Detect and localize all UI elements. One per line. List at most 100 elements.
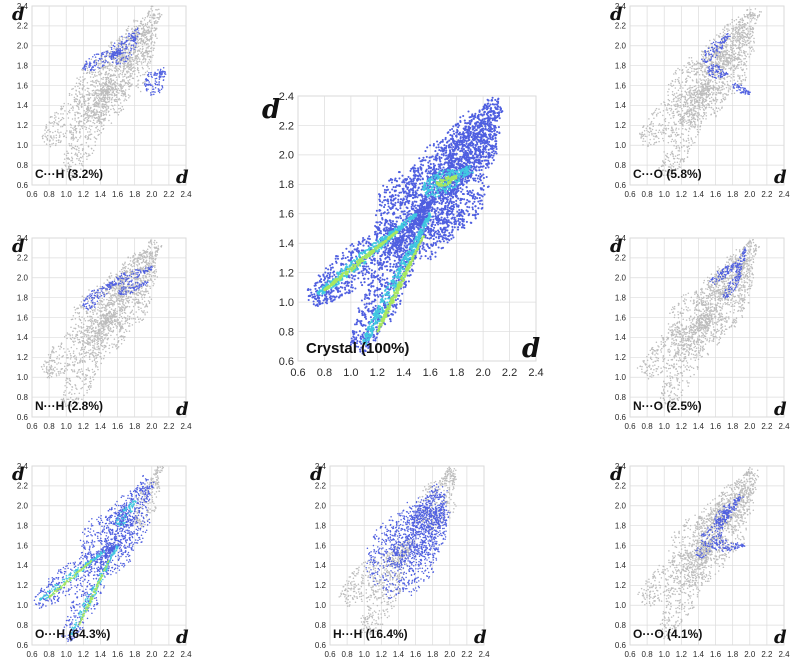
data-point bbox=[143, 29, 146, 32]
data-point bbox=[689, 66, 691, 69]
data-point bbox=[146, 15, 149, 18]
data-point bbox=[677, 149, 680, 152]
data-point bbox=[101, 91, 103, 93]
data-point bbox=[56, 131, 59, 133]
data-point bbox=[660, 133, 663, 135]
data-point bbox=[159, 15, 161, 17]
data-point bbox=[646, 135, 648, 138]
data-point bbox=[67, 152, 70, 154]
data-point bbox=[719, 101, 722, 104]
plot-area-ch: 2.42.22.01.81.61.41.21.00.80.60.6 0.8 1.0 1… bbox=[12, 2, 192, 199]
data-point bbox=[361, 284, 364, 287]
data-point bbox=[696, 118, 699, 121]
data-point bbox=[699, 118, 701, 120]
data-point bbox=[712, 65, 714, 68]
data-point bbox=[106, 85, 109, 87]
data-point bbox=[121, 92, 123, 94]
data-point bbox=[135, 30, 137, 32]
data-point bbox=[79, 128, 81, 130]
data-point bbox=[136, 33, 139, 36]
data-point bbox=[687, 130, 690, 133]
data-point bbox=[151, 27, 154, 29]
data-point bbox=[74, 152, 77, 154]
data-point bbox=[671, 129, 673, 132]
data-point bbox=[736, 89, 738, 92]
data-point bbox=[726, 60, 729, 62]
data-point bbox=[661, 124, 664, 126]
data-point bbox=[121, 49, 124, 51]
data-point bbox=[57, 117, 60, 119]
data-point bbox=[148, 30, 151, 33]
data-point bbox=[667, 141, 670, 144]
data-point bbox=[674, 71, 677, 74]
data-point bbox=[119, 107, 122, 110]
data-point bbox=[713, 76, 716, 79]
data-point bbox=[694, 73, 697, 76]
data-point bbox=[51, 137, 53, 139]
data-point bbox=[679, 141, 682, 144]
data-point bbox=[693, 70, 695, 72]
data-point bbox=[137, 49, 139, 51]
data-point bbox=[668, 114, 671, 116]
data-point bbox=[722, 74, 725, 76]
data-point bbox=[151, 10, 154, 12]
data-point bbox=[663, 101, 666, 104]
data-point bbox=[110, 78, 112, 80]
data-point bbox=[712, 67, 714, 69]
data-point bbox=[105, 80, 108, 82]
data-point bbox=[105, 93, 107, 96]
data-point bbox=[317, 299, 320, 302]
data-point bbox=[120, 44, 123, 46]
data-point bbox=[115, 65, 118, 68]
data-point bbox=[136, 36, 139, 39]
data-point bbox=[717, 66, 719, 69]
data-point bbox=[88, 153, 90, 155]
data-point bbox=[699, 128, 701, 131]
data-point bbox=[683, 96, 685, 98]
data-point bbox=[340, 294, 343, 297]
data-point bbox=[680, 96, 683, 99]
data-point bbox=[685, 113, 687, 115]
data-point bbox=[745, 44, 748, 46]
data-point bbox=[118, 111, 120, 113]
data-point bbox=[80, 153, 82, 155]
data-point bbox=[679, 84, 682, 86]
data-point bbox=[674, 87, 677, 89]
data-point bbox=[54, 130, 57, 133]
data-point bbox=[96, 111, 99, 113]
data-point bbox=[324, 271, 327, 274]
data-point bbox=[131, 67, 133, 70]
data-point bbox=[136, 46, 138, 48]
data-point bbox=[117, 48, 119, 51]
data-point bbox=[86, 119, 89, 121]
data-point bbox=[692, 108, 695, 111]
data-point bbox=[722, 97, 724, 99]
data-point bbox=[646, 129, 648, 131]
data-point bbox=[87, 102, 90, 104]
data-point bbox=[674, 172, 676, 174]
data-point bbox=[699, 78, 701, 80]
data-point bbox=[149, 19, 151, 22]
data-point bbox=[690, 144, 693, 147]
data-point bbox=[327, 291, 330, 294]
data-point bbox=[96, 89, 98, 92]
data-point bbox=[392, 240, 395, 243]
data-point bbox=[682, 138, 685, 141]
data-point bbox=[68, 177, 71, 179]
data-point bbox=[108, 69, 111, 72]
data-point bbox=[694, 121, 696, 124]
data-point bbox=[694, 110, 697, 113]
data-point bbox=[102, 89, 105, 91]
data-point bbox=[351, 250, 354, 253]
data-point bbox=[704, 64, 706, 66]
data-point bbox=[695, 79, 698, 82]
data-point bbox=[681, 110, 684, 112]
data-point bbox=[664, 161, 666, 164]
x-tick-label: 1.0 bbox=[659, 190, 671, 199]
data-point bbox=[155, 77, 158, 80]
data-point bbox=[117, 53, 119, 56]
data-point bbox=[685, 120, 687, 123]
data-point bbox=[71, 169, 73, 171]
data-point bbox=[152, 34, 154, 36]
data-point bbox=[97, 71, 100, 73]
